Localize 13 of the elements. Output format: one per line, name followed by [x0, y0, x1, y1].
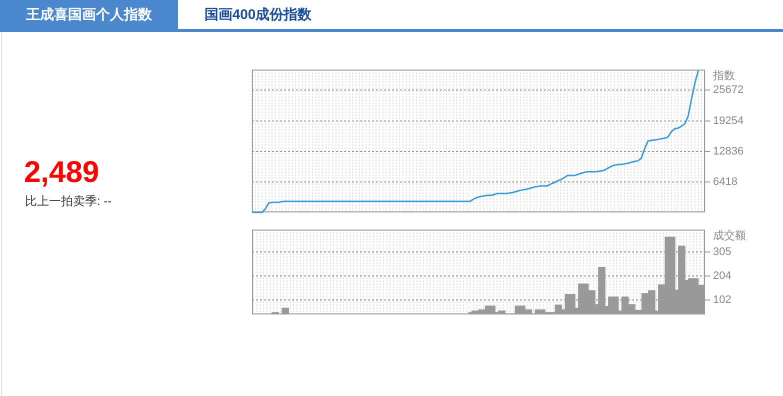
- y-tick-label: 12836: [713, 145, 744, 158]
- y-tick-label: 6418: [713, 176, 738, 188]
- text: 国画400成份指数: [203, 5, 313, 24]
- y-axis-title: 成交额: [713, 229, 746, 242]
- text: 王成喜国画个人指数: [0, 0, 178, 30]
- y-tick-label: 19254: [713, 114, 744, 127]
- text: 2,489: [24, 156, 100, 190]
- y-tick-label: 102: [713, 294, 732, 306]
- y-axis-title: 指数: [712, 70, 735, 82]
- y-tick-label: 204: [713, 270, 732, 282]
- y-tick-label: 305: [713, 246, 732, 258]
- text: 比上一拍卖季: --: [25, 193, 112, 209]
- y-tick-label: 25672: [713, 84, 744, 96]
